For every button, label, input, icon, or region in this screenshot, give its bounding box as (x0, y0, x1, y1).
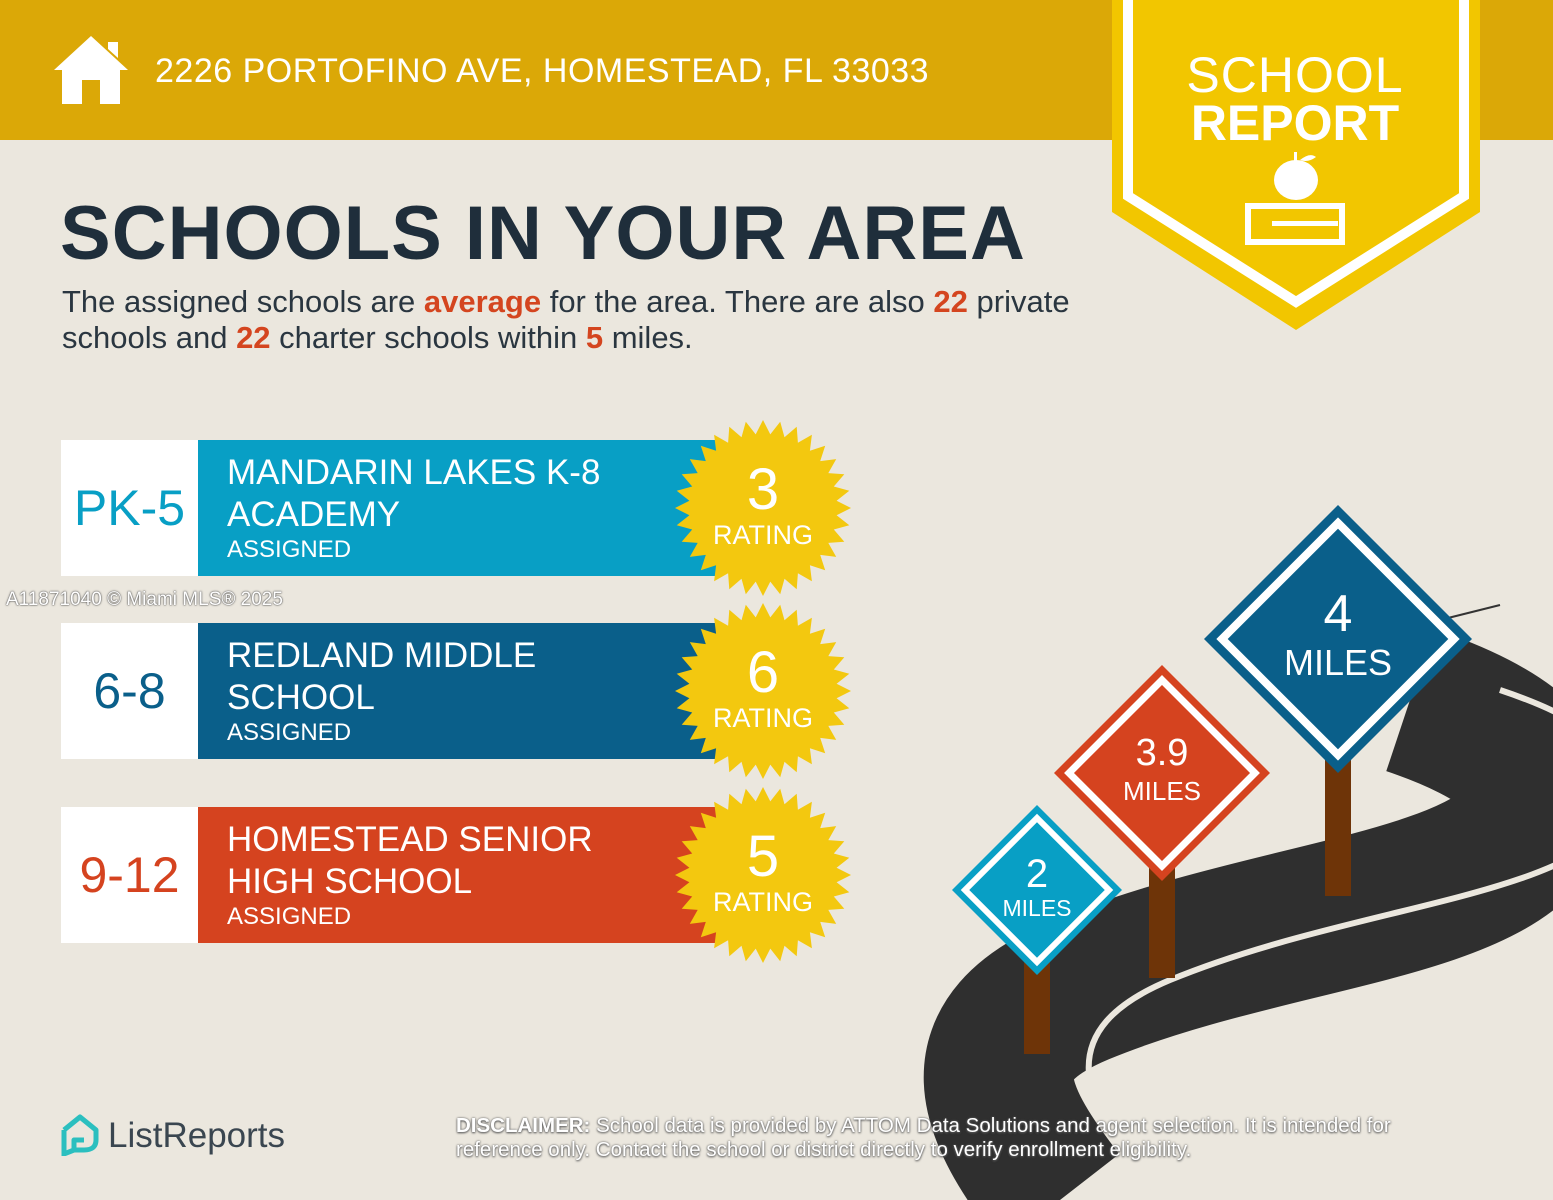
summary-text: The assigned schools are average for the… (62, 284, 1070, 355)
school-name-line2: SCHOOL (227, 678, 375, 717)
rating-label: RATING (713, 887, 813, 917)
sign-unit: MILES (1122, 776, 1202, 806)
sign-post (1149, 860, 1175, 978)
property-address: 2226 PORTOFINO AVE, HOMESTEAD, FL 33033 (155, 52, 930, 90)
assignment-status: ASSIGNED (227, 903, 352, 930)
sign-post (1325, 750, 1351, 896)
school-name-line1: HOMESTEAD SENIOR (227, 820, 593, 859)
rating-star-icon (675, 787, 851, 963)
sign-value: 3.9 (1135, 732, 1189, 774)
sign-value: 4 (1323, 585, 1353, 643)
sign-unit: MILES (1283, 642, 1393, 683)
sign-unit: MILES (1002, 895, 1072, 921)
brand-name: ListReports (108, 1116, 286, 1155)
rating-label: RATING (713, 703, 813, 733)
home-icon (54, 36, 128, 104)
rating-label: RATING (713, 520, 813, 550)
school-band: REDLAND MIDDLE SCHOOL ASSIGNED (198, 623, 721, 759)
rating-value: 6 (746, 640, 780, 705)
grade-range: 9-12 (61, 807, 198, 943)
rating-star-icon (675, 603, 851, 779)
assignment-status: ASSIGNED (227, 719, 352, 746)
school-report-badge (1112, 0, 1480, 330)
school-band: MANDARIN LAKES K-8 ACADEMY ASSIGNED (198, 440, 721, 576)
apple-on-book-icon (1245, 152, 1345, 245)
private-count: 22 (933, 284, 968, 319)
assignment-status: ASSIGNED (227, 536, 352, 563)
school-name-line1: REDLAND MIDDLE (227, 636, 537, 675)
badge-title-line1: SCHOOL (1186, 47, 1404, 103)
rating-value: 5 (746, 824, 780, 889)
school-row: PK-5 MANDARIN LAKES K-8 ACADEMY ASSIGNED (61, 440, 721, 576)
page-title: SCHOOLS IN YOUR AREA (60, 191, 1026, 276)
school-row: 6-8 REDLAND MIDDLE SCHOOL ASSIGNED (61, 623, 721, 759)
sign-post (1024, 950, 1050, 1054)
quality-rating: average (423, 284, 542, 319)
grade-range: PK-5 (61, 440, 198, 576)
school-name-line2: ACADEMY (227, 495, 401, 534)
watermark: A11871040 © Miami MLS® 2025 (6, 589, 283, 610)
disclaimer: DISCLAIMER: School data is provided by A… (456, 1114, 1391, 1161)
rating-star-icon (675, 420, 851, 596)
charter-count: 22 (236, 320, 271, 355)
school-name-line1: MANDARIN LAKES K-8 (227, 453, 601, 492)
listreports-logo-icon (61, 1114, 99, 1156)
rating-value: 3 (746, 457, 780, 522)
school-row: 9-12 HOMESTEAD SENIOR HIGH SCHOOL ASSIGN… (61, 807, 721, 943)
badge-title-line2: REPORT (1190, 95, 1400, 151)
sign-value: 2 (1025, 852, 1049, 896)
grade-range: 6-8 (61, 623, 198, 759)
radius: 5 (585, 320, 604, 355)
school-band: HOMESTEAD SENIOR HIGH SCHOOL ASSIGNED (198, 807, 721, 943)
school-name-line2: HIGH SCHOOL (227, 862, 473, 901)
